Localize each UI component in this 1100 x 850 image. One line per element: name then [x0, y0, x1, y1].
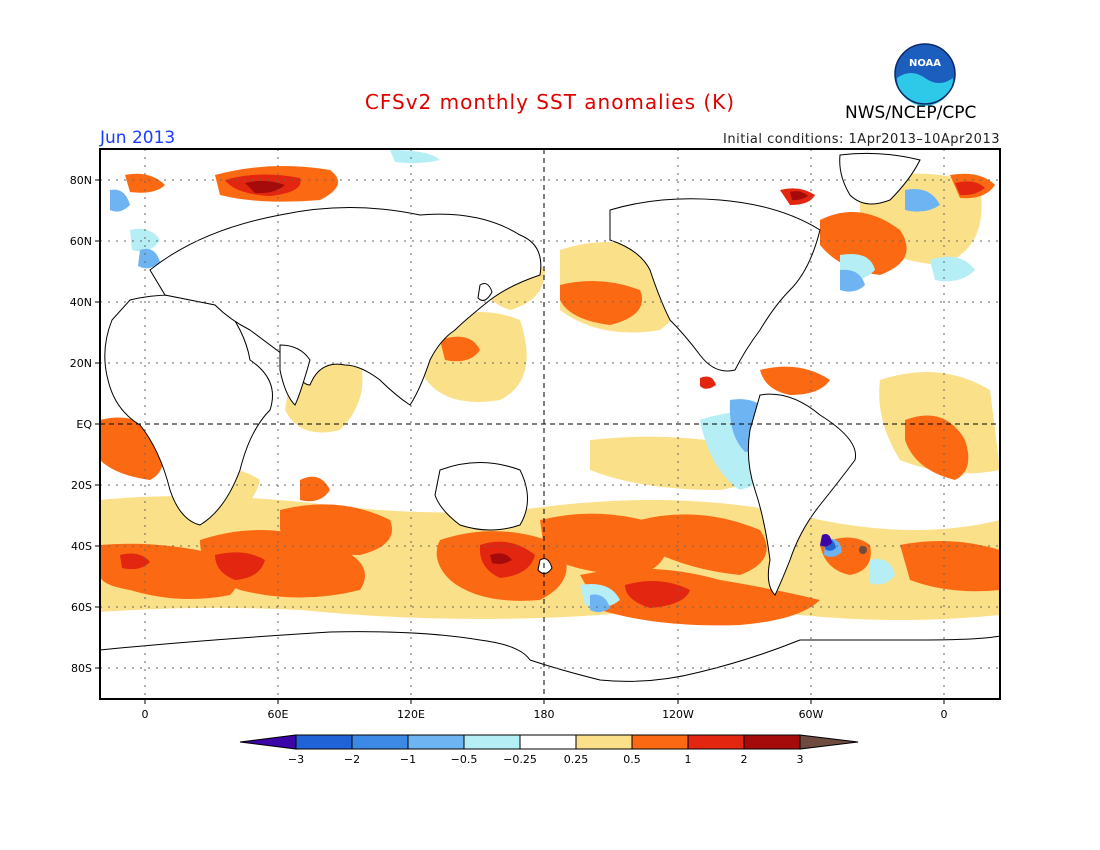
lat-label: EQ — [76, 418, 92, 431]
anomaly-min-spot — [820, 534, 832, 547]
chart-title: CFSv2 monthly SST anomalies (K) — [364, 90, 736, 114]
colorbar-tick-label: 0.25 — [564, 753, 589, 766]
lat-label: 80S — [71, 662, 92, 675]
lon-label: 60W — [799, 708, 824, 721]
colorbar-swatch — [575, 734, 633, 750]
colorbar-swatch — [799, 734, 859, 750]
lon-label: 180 — [534, 708, 555, 721]
lon-label: 60E — [268, 708, 289, 721]
longitude-labels: 0 60E 120E 180 120W 60W 0 — [142, 708, 948, 721]
lat-label: 40S — [71, 540, 92, 553]
colorbar-swatch — [295, 734, 353, 750]
lat-label: 60S — [71, 601, 92, 614]
colorbar-swatch — [519, 734, 577, 750]
colorbar-tick-label: 1 — [685, 753, 692, 766]
colorbar-tick-label: −1 — [400, 753, 416, 766]
colorbar-swatch — [407, 734, 465, 750]
colorbar-tick-label: −0.25 — [503, 753, 537, 766]
colorbar-tick-label: 0.5 — [623, 753, 641, 766]
colorbar-tick-label: −3 — [288, 753, 304, 766]
colorbar-tick-label: 3 — [797, 753, 804, 766]
lat-label: 80N — [70, 174, 92, 187]
lon-label: 120E — [397, 708, 425, 721]
lat-label: 40N — [70, 296, 92, 309]
lon-label: 0 — [142, 708, 149, 721]
colorbar-labels: −3 −2 −1 −0.5 −0.25 0.25 0.5 1 2 3 — [288, 753, 804, 766]
agency-label: NWS/NCEP/CPC — [845, 103, 977, 123]
colorbar-tick-label: −2 — [344, 753, 360, 766]
colorbar-swatch — [743, 734, 801, 750]
latitude-labels: 80N 60N 40N 20N EQ 20S 40S 60S 80S — [70, 174, 93, 675]
coastlines — [100, 152, 1000, 699]
colorbar-tick-label: −0.5 — [451, 753, 478, 766]
colorbar-swatch — [463, 734, 521, 750]
colorbar — [239, 734, 859, 750]
lon-label: 120W — [662, 708, 694, 721]
colorbar-swatch — [351, 734, 409, 750]
lat-label: 60N — [70, 235, 92, 248]
forecast-month: Jun 2013 — [100, 128, 176, 148]
colorbar-swatch — [687, 734, 745, 750]
equator-dateline — [100, 149, 1000, 699]
lat-label: 20N — [70, 357, 92, 370]
colorbar-tick-label: 2 — [741, 753, 748, 766]
colorbar-swatch — [239, 734, 297, 750]
logo-text: NOAA — [909, 58, 941, 69]
anomaly-band-2-3 — [245, 180, 808, 564]
lon-label: 0 — [941, 708, 948, 721]
anomaly-max-spot — [859, 546, 867, 554]
colorbar-swatch — [631, 734, 689, 750]
noaa-logo-icon: NOAA — [894, 43, 956, 106]
axis-ticks — [95, 179, 945, 704]
lat-label: 20S — [71, 479, 92, 492]
initial-conditions: Initial conditions: 1Apr2013–10Apr2013 — [723, 132, 1000, 147]
graticule — [100, 149, 1000, 699]
